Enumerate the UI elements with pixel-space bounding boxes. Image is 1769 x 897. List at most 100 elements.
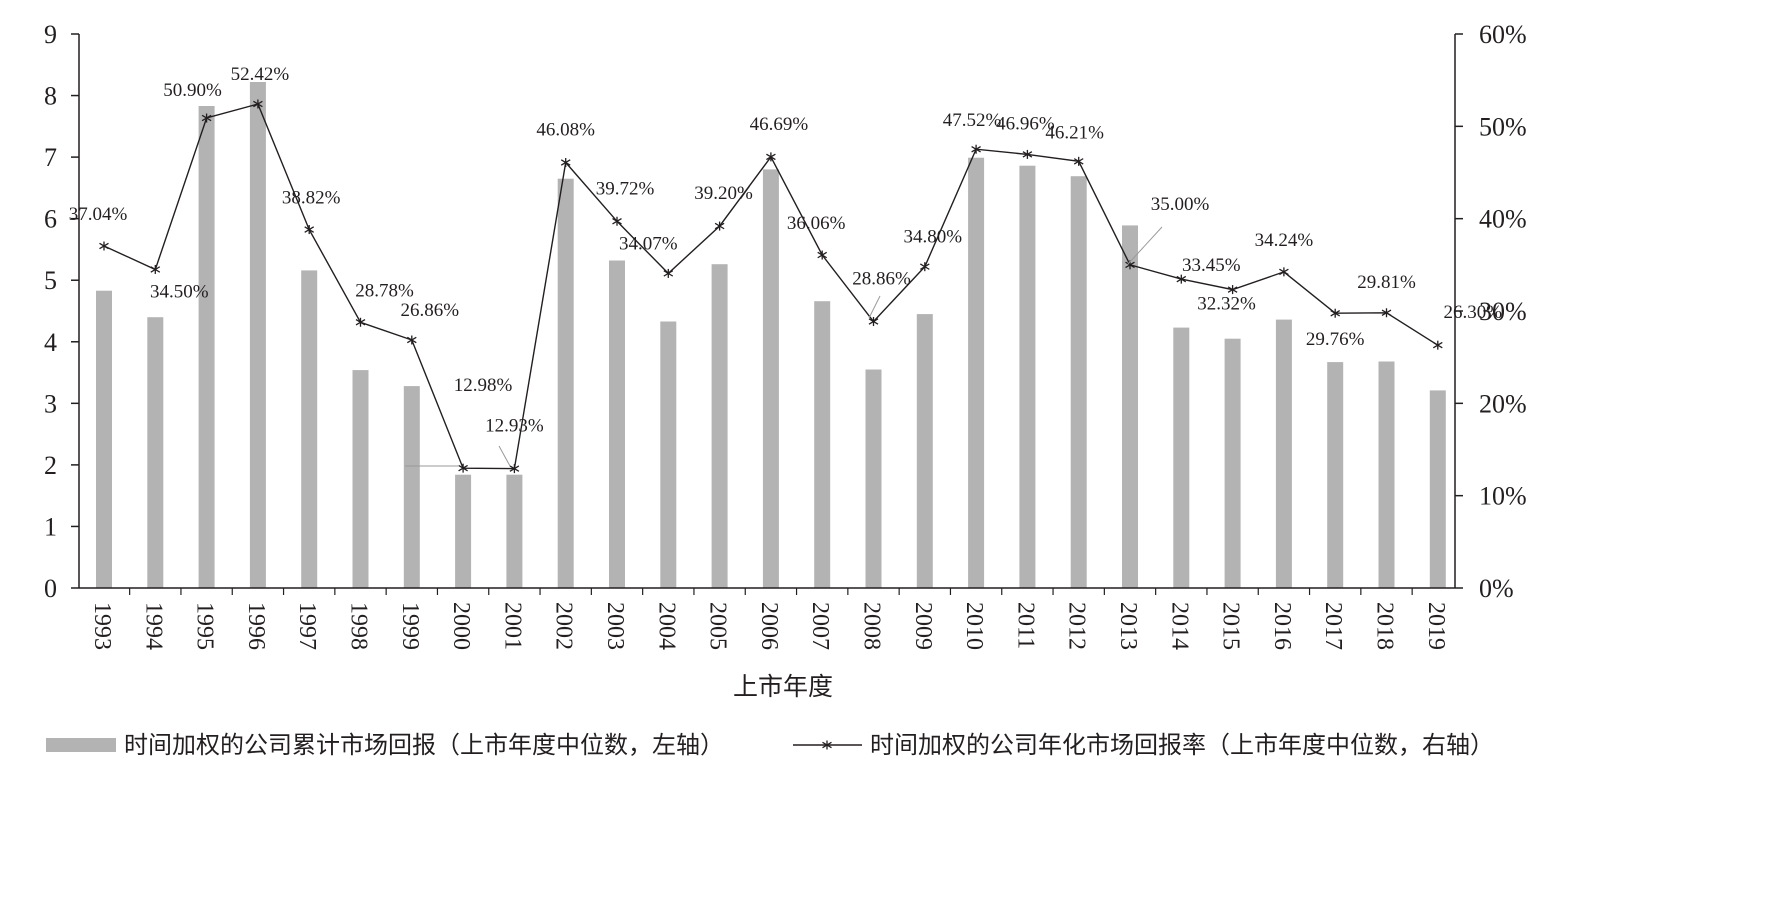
legend-bar-label: 时间加权的公司累计市场回报（上市年度中位数，左轴）: [124, 731, 724, 759]
bar-2003: [609, 260, 625, 588]
left-tick-label: 2: [44, 451, 57, 480]
bar-2007: [814, 301, 831, 588]
x-tick-label: 2009: [910, 602, 936, 650]
bar-2009: [916, 314, 933, 588]
bar-1996: [249, 82, 266, 588]
line-data-label: 12.98%: [454, 375, 513, 396]
bar-2006: [762, 169, 779, 588]
x-tick-label: 1995: [192, 602, 218, 650]
x-tick-label: 1997: [294, 602, 320, 650]
right-tick-label: 50%: [1479, 112, 1527, 141]
line-point-2009: [919, 262, 930, 272]
bar-2013: [1122, 225, 1138, 588]
bar-1997: [301, 270, 318, 588]
line-point-2004: [663, 268, 674, 278]
line-point-2005: [714, 221, 725, 231]
line-data-label: 28.86%: [852, 269, 911, 290]
left-tick-label: 0: [44, 574, 57, 603]
x-tick-label: 2010: [961, 602, 987, 650]
line-point-2012: [1073, 156, 1084, 166]
line-data-label: 46.21%: [1045, 122, 1104, 143]
line-data-label: 29.76%: [1306, 329, 1365, 350]
line-data-label: 12.93%: [485, 416, 544, 437]
x-tick-label: 2006: [756, 602, 782, 650]
x-tick-label: 2000: [448, 602, 474, 650]
line-point-2015: [1227, 285, 1238, 295]
x-tick-label: 1993: [89, 602, 115, 650]
line-point-1997: [304, 225, 315, 235]
line-point-1995: [201, 113, 212, 123]
left-tick-label: 7: [44, 143, 57, 172]
line-point-1998: [355, 317, 366, 327]
line-point-2014: [1176, 274, 1187, 284]
right-tick-label: 0%: [1479, 574, 1514, 603]
line-point-2000: [458, 463, 468, 473]
bar-2004: [660, 321, 677, 588]
x-tick-label: 2005: [705, 602, 731, 650]
line-data-label: 39.72%: [596, 178, 655, 199]
bar-1994: [147, 317, 164, 588]
line-data-label: 39.20%: [694, 183, 753, 204]
line-point-1993: [99, 241, 109, 251]
right-tick-label: 20%: [1479, 389, 1527, 418]
line-data-label: 26.86%: [401, 300, 460, 321]
line-data-label: 34.24%: [1255, 230, 1314, 251]
line-data-label: 26.30%: [1444, 302, 1503, 323]
line-point-2002: [560, 158, 571, 168]
bar-2018: [1378, 361, 1395, 588]
x-tick-label: 2012: [1064, 602, 1090, 650]
leader-line: [498, 445, 511, 467]
line-data-label: 52.42%: [231, 64, 290, 85]
line-data-label: 34.80%: [904, 227, 963, 248]
bar-1993: [96, 290, 112, 588]
left-tick-label: 5: [44, 266, 57, 295]
right-tick-label: 40%: [1479, 205, 1527, 234]
x-tick-label: 2002: [551, 602, 577, 650]
bar-2002: [557, 178, 574, 588]
line-point-2011: [1022, 149, 1033, 159]
line-data-label: 38.82%: [282, 188, 341, 209]
line-point-2001: [509, 464, 520, 474]
line-point-2006: [766, 152, 776, 162]
left-tick-label: 1: [44, 512, 57, 541]
x-tick-label: 2001: [499, 602, 525, 650]
line-point-1994: [150, 264, 161, 274]
line-data-label: 35.00%: [1151, 194, 1210, 215]
bar-1999: [403, 386, 420, 588]
leader-line: [1127, 226, 1163, 265]
x-tick-label: 2017: [1320, 602, 1346, 650]
line-point-1996: [253, 99, 263, 109]
leader-line: [868, 295, 881, 319]
line-data-label: 37.04%: [69, 204, 128, 225]
line-data-label: 32.32%: [1197, 294, 1256, 315]
line-point-2018: [1381, 308, 1392, 318]
legend-line-marker: [822, 740, 832, 750]
x-tick-label: 2015: [1218, 602, 1244, 650]
line-data-label: 50.90%: [163, 80, 222, 101]
bar-2011: [1019, 165, 1036, 588]
line-data-label: 34.07%: [619, 233, 678, 254]
x-tick-label: 2019: [1423, 602, 1449, 650]
bar-2016: [1275, 319, 1292, 588]
line-point-2007: [817, 250, 828, 260]
line-point-2008: [868, 317, 879, 327]
bar-2012: [1070, 176, 1087, 588]
bar-2017: [1327, 362, 1344, 588]
left-tick-label: 4: [44, 328, 57, 357]
x-tick-label: 2011: [1012, 602, 1038, 649]
x-tick-label: 2003: [602, 602, 628, 650]
line-data-label: 28.78%: [355, 280, 414, 301]
bar-2008: [865, 369, 882, 588]
left-tick-label: 9: [44, 20, 57, 49]
x-tick-label: 2008: [859, 602, 885, 650]
left-tick-label: 3: [44, 389, 57, 418]
bar-2005: [711, 264, 728, 588]
line-data-label: 46.69%: [750, 114, 809, 135]
line-data-label: 46.08%: [536, 120, 595, 141]
x-tick-label: 2016: [1269, 602, 1295, 650]
right-tick-label: 10%: [1479, 482, 1527, 511]
x-tick-label: 1999: [397, 602, 423, 650]
x-tick-label: 1994: [140, 602, 166, 650]
line-point-2003: [612, 216, 622, 226]
